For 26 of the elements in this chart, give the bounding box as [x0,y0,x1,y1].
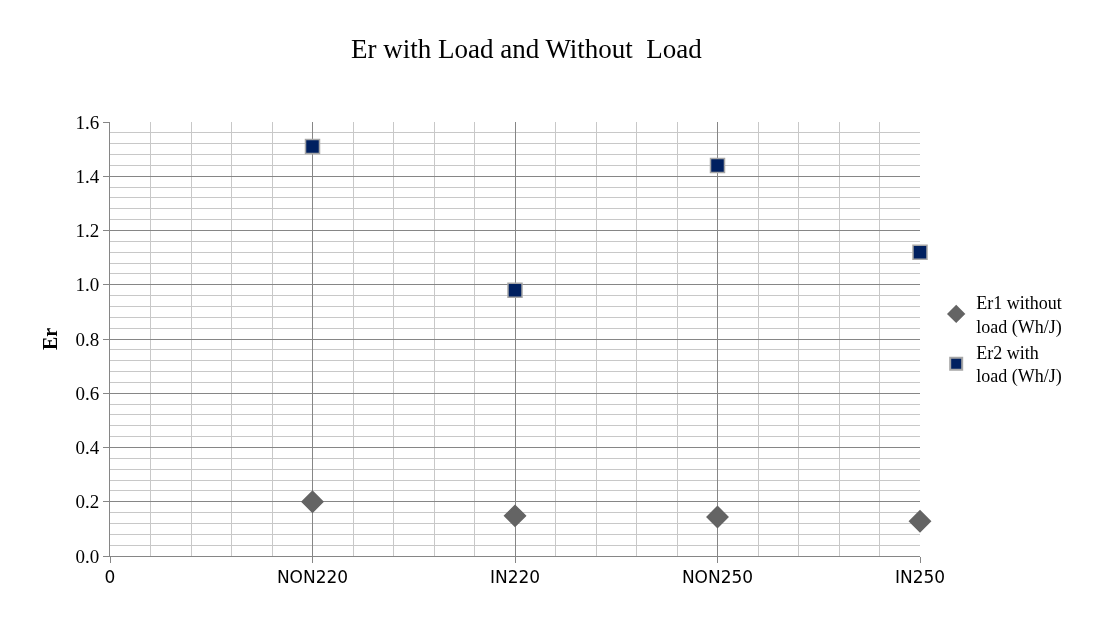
point [912,244,928,260]
x-tick-label: IN250 [894,567,946,588]
y-tick-label: 1.2 [75,220,100,242]
y-tick-label: 1.6 [75,111,100,133]
y-tick-label: 0.6 [75,382,100,404]
y-tick-label: 0.4 [75,437,100,459]
y-tick-label: 1.0 [75,274,100,296]
point [304,138,321,155]
y-tick-label: 0.0 [75,545,100,567]
point [301,490,324,513]
legend-label: Er1 without load (Wh/J) [976,293,1062,338]
y-tick-label: 0.2 [75,491,100,513]
x-tick-label: NON250 [681,567,754,588]
point [908,510,932,533]
y-tick-label: 0.8 [75,328,100,350]
point [709,157,726,174]
y-tick-label: 1.4 [75,165,100,187]
point [507,282,523,298]
x-tick-label: NON220 [276,567,349,588]
x-tick-label: IN220 [489,567,541,588]
chart-title: Er with Load and Without Load [350,33,703,64]
legend-label: Er2 with load (Wh/J) [976,343,1062,388]
x-tick-label: 0 [104,567,116,588]
point [503,504,527,528]
y-axis-title: Er [38,327,61,351]
point [706,505,729,529]
